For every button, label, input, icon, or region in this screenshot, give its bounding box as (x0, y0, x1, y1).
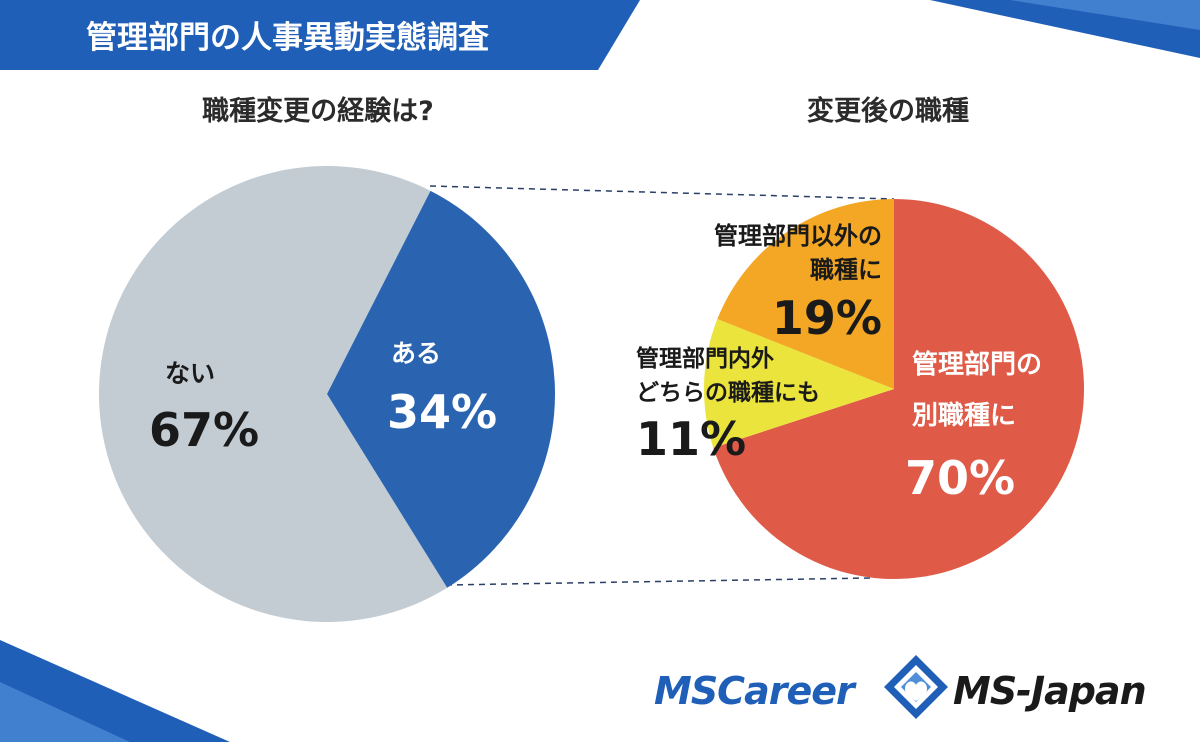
pie-slice-both (704, 319, 894, 448)
label-both-line2: どちらの職種にも (636, 379, 820, 406)
chart-title-right: 変更後の職種 (807, 95, 969, 127)
value-other-admin: 70% (905, 451, 1015, 505)
logo-mscareer: MSCareer (654, 669, 857, 713)
logo-ms-japan: MS-Japan (953, 669, 1146, 713)
value-both: 11% (636, 412, 746, 466)
value-non-admin: 19% (772, 291, 882, 345)
value-nai: 67% (149, 403, 259, 457)
chart-title-left: 職種変更の経験は? (202, 95, 434, 127)
label-non-admin-line1: 管理部門以外の (714, 222, 882, 250)
ms-japan-diamond-icon (884, 655, 948, 719)
bottom-left-decor (0, 640, 230, 742)
pie-slice-other-admin (713, 199, 1084, 579)
label-other-admin-line1: 管理部門の (912, 350, 1042, 380)
page-title: 管理部門の人事異動実態調査 (86, 20, 489, 56)
connector-top (429, 185, 895, 200)
pie-left (99, 166, 555, 622)
pie-right (704, 199, 1084, 579)
label-nai: ない (165, 359, 215, 388)
top-right-decor (930, 0, 1200, 58)
value-aru: 34% (387, 385, 497, 439)
label-other-admin-line2: 別職種に (912, 401, 1016, 431)
label-aru: ある (391, 339, 441, 368)
header-banner (0, 0, 640, 70)
pie-slice-aru (327, 190, 555, 588)
pie-slice-non-admin (717, 199, 894, 389)
label-non-admin-line2: 職種に (810, 256, 882, 284)
label-both-line1: 管理部門内外 (636, 345, 774, 372)
connector-bottom (445, 577, 871, 586)
pie-slice-nai (99, 166, 448, 622)
